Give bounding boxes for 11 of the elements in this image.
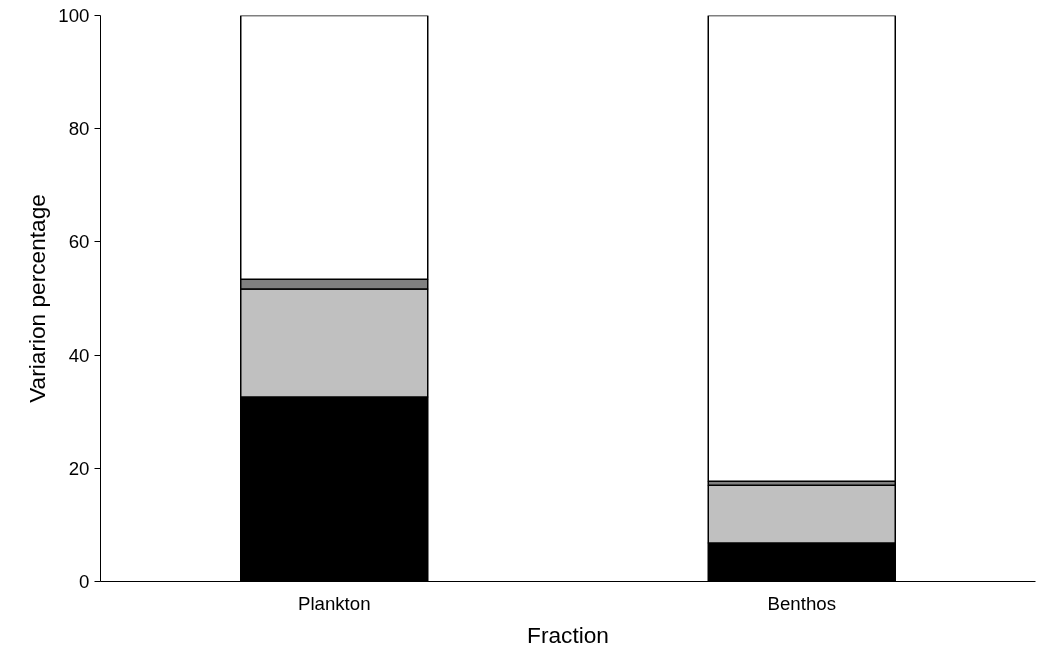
y-tick-label: 40 [68, 344, 90, 366]
y-axis-title: Variarion percentage [24, 194, 51, 403]
y-tick-label: 100 [58, 5, 90, 26]
y-tick-label: 20 [68, 457, 90, 479]
bar [707, 15, 896, 483]
y-tick-label: 60 [68, 231, 90, 253]
y-tick-label: 0 [79, 571, 90, 592]
x-tick-label: Plankton [297, 592, 371, 614]
x-tick-label: Benthos [767, 592, 836, 614]
y-tick-label: 80 [68, 118, 90, 140]
x-axis-title: Fraction [527, 621, 609, 648]
